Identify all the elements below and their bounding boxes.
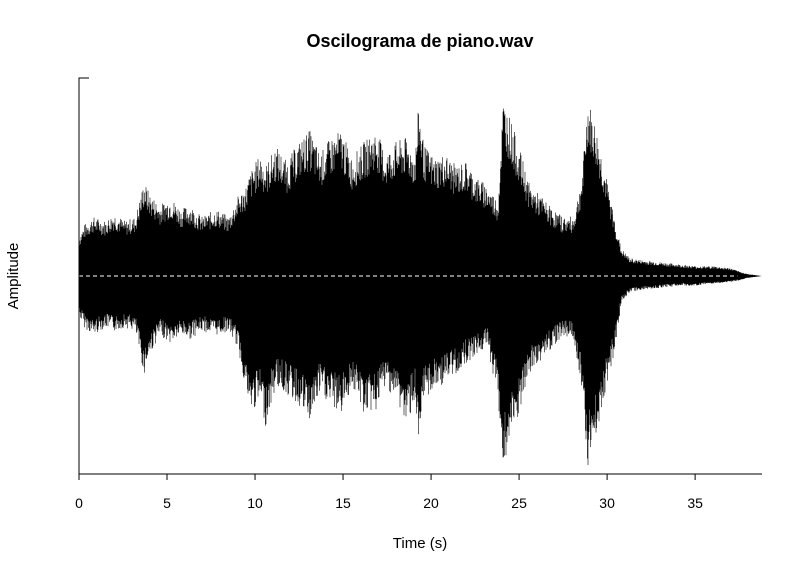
- x-tick-label: 25: [511, 495, 527, 511]
- waveform-series: [78, 108, 762, 466]
- axes: 0 5 10 15 20 25 30 35: [75, 77, 762, 511]
- x-axis-label: Time (s): [393, 535, 447, 552]
- x-tick-label: 5: [163, 495, 171, 511]
- y-axis-label: Amplitude: [5, 243, 22, 310]
- chart-title: Oscilograma de piano.wav: [306, 31, 533, 51]
- x-tick-label: 0: [75, 495, 83, 511]
- x-tick-label: 30: [599, 495, 615, 511]
- x-tick-label: 35: [687, 495, 703, 511]
- x-tick-label: 15: [335, 495, 351, 511]
- x-ticks: 0 5 10 15 20 25 30 35: [75, 474, 703, 511]
- x-tick-label: 10: [247, 495, 263, 511]
- plot-area: [78, 108, 762, 466]
- y-axis-line: [78, 77, 89, 474]
- x-tick-label: 20: [423, 495, 439, 511]
